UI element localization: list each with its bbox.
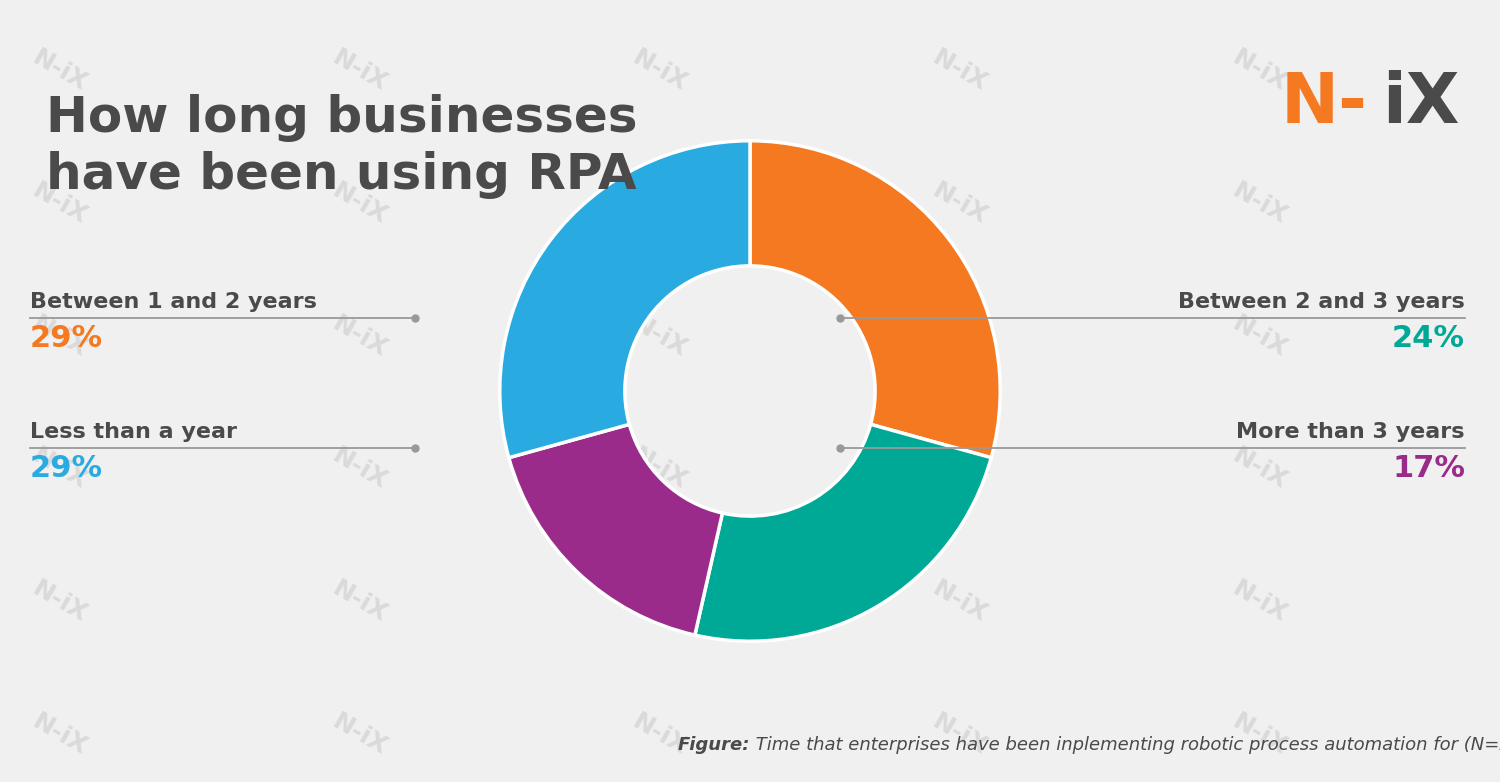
Text: N-iX: N-iX <box>28 577 92 627</box>
Text: N-iX: N-iX <box>1228 577 1292 627</box>
Text: N-iX: N-iX <box>328 178 392 228</box>
Wedge shape <box>694 425 992 641</box>
Text: N-iX: N-iX <box>328 710 392 760</box>
Wedge shape <box>509 425 723 635</box>
Text: N-iX: N-iX <box>628 45 692 95</box>
Text: Less than a year: Less than a year <box>30 422 237 442</box>
Text: More than 3 years: More than 3 years <box>1236 422 1466 442</box>
Text: N-iX: N-iX <box>928 45 992 95</box>
Text: N-iX: N-iX <box>328 45 392 95</box>
Text: N-iX: N-iX <box>1228 45 1292 95</box>
Text: N-iX: N-iX <box>928 577 992 627</box>
Text: 29%: 29% <box>30 454 104 483</box>
Text: N-iX: N-iX <box>328 444 392 494</box>
Text: N-iX: N-iX <box>1228 710 1292 760</box>
Text: N-: N- <box>1281 70 1368 137</box>
Text: 29%: 29% <box>30 324 104 353</box>
Text: Time that enterprises have been inplementing robotic process automation for (N=2: Time that enterprises have been inplemen… <box>750 736 1500 754</box>
Text: N-iX: N-iX <box>28 311 92 361</box>
Text: Figure:: Figure: <box>678 736 750 754</box>
Text: N-iX: N-iX <box>628 178 692 228</box>
Text: N-iX: N-iX <box>28 444 92 494</box>
Text: N-iX: N-iX <box>1228 178 1292 228</box>
Text: N-iX: N-iX <box>928 710 992 760</box>
Text: Between 2 and 3 years: Between 2 and 3 years <box>1179 292 1466 312</box>
Text: N-iX: N-iX <box>928 311 992 361</box>
Text: N-iX: N-iX <box>28 45 92 95</box>
Text: N-iX: N-iX <box>1228 311 1292 361</box>
Text: N-iX: N-iX <box>28 710 92 760</box>
Text: N-iX: N-iX <box>328 311 392 361</box>
Wedge shape <box>500 141 750 457</box>
Wedge shape <box>750 141 1000 457</box>
Text: iX: iX <box>1382 70 1460 137</box>
Text: N-iX: N-iX <box>628 577 692 627</box>
Text: N-iX: N-iX <box>628 710 692 760</box>
Text: N-iX: N-iX <box>928 444 992 494</box>
Text: N-iX: N-iX <box>28 178 92 228</box>
Text: N-iX: N-iX <box>928 178 992 228</box>
Text: N-iX: N-iX <box>1228 444 1292 494</box>
Text: How long businesses
have been using RPA: How long businesses have been using RPA <box>46 94 638 199</box>
Text: N-iX: N-iX <box>628 444 692 494</box>
Text: 24%: 24% <box>1392 324 1466 353</box>
Text: N-iX: N-iX <box>628 311 692 361</box>
Text: 17%: 17% <box>1392 454 1466 483</box>
Text: N-iX: N-iX <box>328 577 392 627</box>
Text: Between 1 and 2 years: Between 1 and 2 years <box>30 292 316 312</box>
